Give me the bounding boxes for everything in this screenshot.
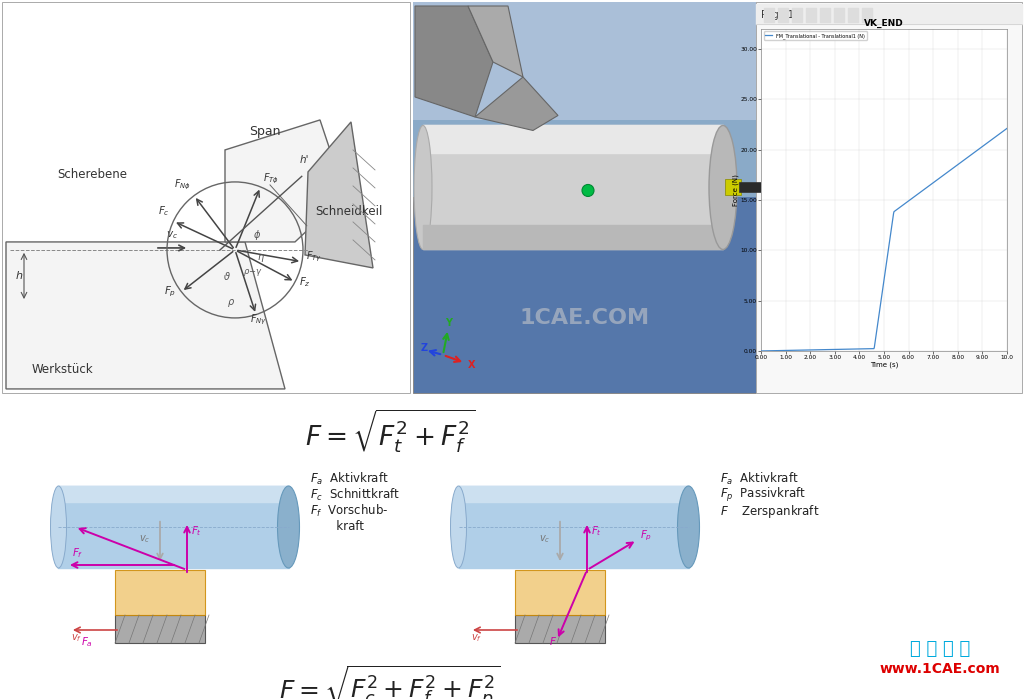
Text: h': h'	[300, 155, 309, 165]
Text: $F_p$: $F_p$	[164, 284, 176, 298]
Text: $F_c$  Schnittkraft: $F_c$ Schnittkraft	[310, 487, 399, 503]
Ellipse shape	[50, 486, 67, 568]
Polygon shape	[468, 6, 523, 77]
X-axis label: Time (s): Time (s)	[869, 361, 898, 368]
Text: h: h	[16, 271, 23, 281]
Text: $F_f$  Vorschub-: $F_f$ Vorschub-	[310, 503, 388, 519]
Text: Z: Z	[421, 343, 428, 353]
Ellipse shape	[678, 486, 699, 568]
Text: $\eta$: $\eta$	[257, 252, 265, 264]
Text: $\vartheta$: $\vartheta$	[223, 270, 230, 282]
Text: Scherebene: Scherebene	[57, 168, 127, 181]
Text: Schneidkeil: Schneidkeil	[315, 205, 382, 218]
FancyBboxPatch shape	[739, 182, 777, 192]
FancyBboxPatch shape	[725, 180, 741, 196]
Text: $F_c$: $F_c$	[158, 204, 169, 218]
FancyBboxPatch shape	[756, 2, 1022, 393]
Text: $v_f$: $v_f$	[471, 632, 482, 644]
Text: Y: Y	[445, 318, 453, 328]
Ellipse shape	[451, 486, 467, 568]
Text: $F_{N\phi}$: $F_{N\phi}$	[174, 178, 191, 192]
Text: $\rho\!-\!\gamma$: $\rho\!-\!\gamma$	[243, 267, 263, 278]
Text: $F_p$: $F_p$	[640, 528, 652, 543]
Text: $F_{N\gamma}$: $F_{N\gamma}$	[250, 313, 266, 327]
Text: $\rho$: $\rho$	[227, 297, 236, 309]
Text: $F_a$  Aktivkraft: $F_a$ Aktivkraft	[310, 471, 389, 487]
Text: $F_t$: $F_t$	[191, 524, 202, 538]
FancyBboxPatch shape	[515, 570, 605, 615]
Text: $F$    Zerspankraft: $F$ Zerspankraft	[720, 503, 819, 519]
FancyBboxPatch shape	[413, 2, 756, 393]
Polygon shape	[305, 122, 373, 268]
FancyBboxPatch shape	[115, 615, 205, 643]
Text: $F_t$: $F_t$	[591, 524, 602, 538]
FancyBboxPatch shape	[413, 2, 756, 120]
Text: $F_z$: $F_z$	[299, 275, 311, 289]
Text: Page 1: Page 1	[761, 10, 794, 20]
Text: $v_c$: $v_c$	[138, 533, 150, 545]
Text: www.1CAE.com: www.1CAE.com	[880, 662, 1000, 676]
FancyBboxPatch shape	[115, 570, 205, 615]
Text: $v_f$: $v_f$	[72, 632, 83, 644]
Polygon shape	[415, 6, 493, 117]
Polygon shape	[6, 242, 285, 389]
Text: 1CAE.COM: 1CAE.COM	[519, 308, 649, 328]
Text: Werkstück: Werkstück	[32, 363, 93, 376]
Ellipse shape	[278, 486, 299, 568]
Text: $v_c$: $v_c$	[539, 533, 550, 545]
Text: $F_a$: $F_a$	[81, 635, 93, 649]
Text: $F = \sqrt{F_t^2 + F_f^2}$: $F = \sqrt{F_t^2 + F_f^2}$	[305, 407, 475, 454]
Text: $F_a$  Aktivkraft: $F_a$ Aktivkraft	[720, 471, 799, 487]
Y-axis label: Force (N): Force (N)	[732, 174, 738, 206]
Polygon shape	[225, 120, 345, 242]
Circle shape	[582, 185, 594, 196]
Text: $v_c$: $v_c$	[166, 229, 178, 240]
Text: $F_{T\phi}$: $F_{T\phi}$	[263, 171, 280, 186]
Polygon shape	[475, 77, 558, 131]
Text: $\phi$: $\phi$	[253, 228, 261, 242]
FancyBboxPatch shape	[515, 615, 605, 643]
Text: $F_{T\gamma}$: $F_{T\gamma}$	[306, 249, 322, 264]
Text: Span: Span	[249, 125, 281, 138]
Ellipse shape	[709, 125, 737, 250]
Text: $F = \sqrt{F_c^2 + F_f^2 + F_p^2}$: $F = \sqrt{F_c^2 + F_f^2 + F_p^2}$	[280, 664, 501, 699]
Text: $F$: $F$	[549, 635, 557, 647]
Text: X: X	[468, 360, 475, 370]
Text: kraft: kraft	[310, 521, 364, 533]
Title: VK_END: VK_END	[864, 19, 904, 29]
Text: 仿 真 在 线: 仿 真 在 线	[910, 640, 970, 658]
FancyBboxPatch shape	[413, 2, 756, 197]
Ellipse shape	[414, 125, 432, 250]
Text: $F_p$  Passivkraft: $F_p$ Passivkraft	[720, 486, 806, 504]
Text: $F_f$: $F_f$	[72, 546, 83, 560]
Legend: FM_Translational - Translational1 (N): FM_Translational - Translational1 (N)	[764, 31, 866, 40]
FancyBboxPatch shape	[2, 2, 410, 393]
